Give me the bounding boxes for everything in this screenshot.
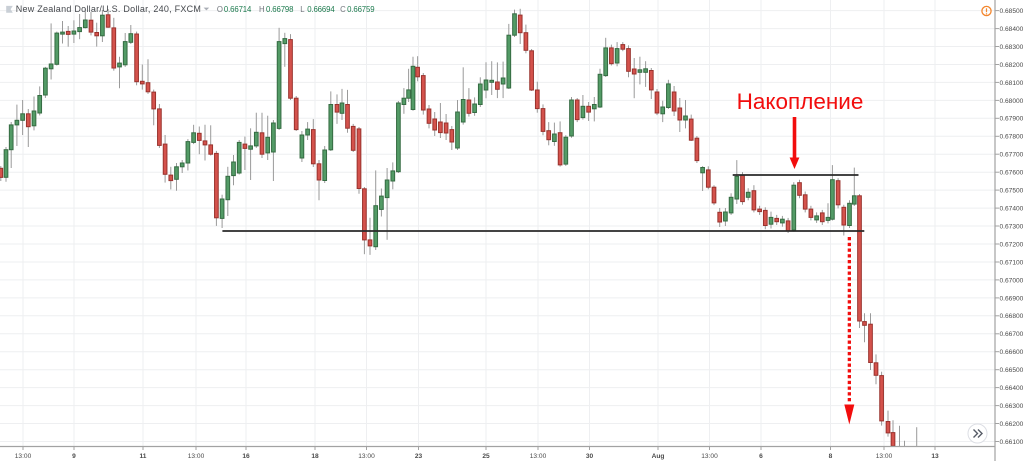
svg-text:13:00: 13:00: [15, 453, 32, 460]
svg-text:C: C: [340, 5, 346, 14]
svg-text:0.68200: 0.68200: [1000, 62, 1024, 69]
svg-text:0.67000: 0.67000: [1000, 277, 1024, 284]
svg-text:0.68300: 0.68300: [1000, 44, 1024, 51]
svg-text:0.67300: 0.67300: [1000, 223, 1024, 230]
svg-text:6: 6: [759, 453, 763, 460]
svg-text:0.66500: 0.66500: [1000, 367, 1024, 374]
svg-text:25: 25: [482, 453, 490, 460]
svg-text:0.66694: 0.66694: [307, 5, 335, 14]
svg-text:0.66400: 0.66400: [1000, 385, 1024, 392]
svg-text:0.67900: 0.67900: [1000, 116, 1024, 123]
svg-text:O: O: [217, 5, 223, 14]
svg-text:0.66759: 0.66759: [347, 5, 374, 14]
svg-text:0.66714: 0.66714: [224, 5, 252, 14]
svg-text:30: 30: [586, 453, 594, 460]
svg-text:0.66100: 0.66100: [1000, 439, 1024, 446]
svg-text:0.66798: 0.66798: [266, 5, 293, 14]
svg-text:Aug: Aug: [652, 453, 665, 460]
svg-text:0.67700: 0.67700: [1000, 152, 1024, 159]
svg-text:0.68100: 0.68100: [1000, 80, 1024, 87]
svg-text:13:00: 13:00: [358, 453, 375, 460]
svg-text:Накопление: Накопление: [737, 89, 864, 114]
svg-text:0.67800: 0.67800: [1000, 134, 1024, 141]
svg-text:0.67200: 0.67200: [1000, 241, 1024, 248]
svg-text:0.66900: 0.66900: [1000, 295, 1024, 302]
svg-text:0.66300: 0.66300: [1000, 403, 1024, 410]
svg-text:18: 18: [311, 453, 319, 460]
svg-text:13: 13: [931, 453, 939, 460]
svg-text:0.68000: 0.68000: [1000, 98, 1024, 105]
svg-text:13:00: 13:00: [530, 453, 547, 460]
svg-text:0.67600: 0.67600: [1000, 170, 1024, 177]
svg-text:L: L: [300, 5, 305, 14]
svg-text:9: 9: [72, 453, 76, 460]
svg-text:16: 16: [242, 453, 250, 460]
svg-text:11: 11: [140, 453, 147, 460]
svg-text:0.66700: 0.66700: [1000, 331, 1024, 338]
svg-text:0.67500: 0.67500: [1000, 188, 1024, 195]
svg-text:13:00: 13:00: [876, 453, 893, 460]
svg-text:0.66800: 0.66800: [1000, 313, 1024, 320]
svg-text:0.67100: 0.67100: [1000, 259, 1024, 266]
svg-text:8: 8: [829, 453, 833, 460]
svg-text:13:00: 13:00: [701, 453, 718, 460]
svg-text:0.67400: 0.67400: [1000, 206, 1024, 213]
svg-text:23: 23: [415, 453, 423, 460]
svg-text:0.66600: 0.66600: [1000, 349, 1024, 356]
svg-text:0.68400: 0.68400: [1000, 26, 1024, 33]
svg-text:H: H: [259, 5, 265, 14]
svg-text:13:00: 13:00: [188, 453, 205, 460]
svg-text:0.66200: 0.66200: [1000, 421, 1024, 428]
svg-text:New Zealand Dollar/U.S. Dollar: New Zealand Dollar/U.S. Dollar, 240, FXC…: [16, 4, 201, 14]
svg-text:0.68500: 0.68500: [1000, 8, 1024, 15]
